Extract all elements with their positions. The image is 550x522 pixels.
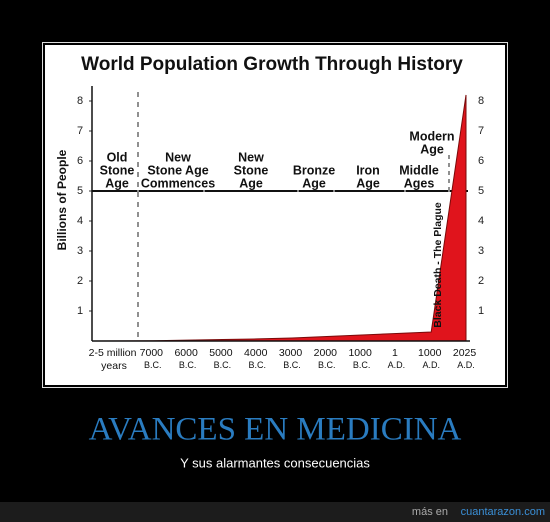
- era-label: Ages: [404, 176, 435, 190]
- y-tick-label-right: 8: [478, 95, 484, 107]
- y-tick-label-right: 4: [478, 215, 484, 227]
- x-tick-label: 2025 A.D.: [453, 347, 479, 371]
- x-tick-label: 5000 B.C.: [209, 347, 235, 371]
- y-tick-label: 2: [77, 275, 83, 287]
- x-tick-label: 6000 B.C.: [174, 347, 200, 371]
- x-tick-label: 3000 B.C.: [279, 347, 305, 371]
- y-tick-label: 1: [77, 305, 83, 317]
- footer-link[interactable]: cuantarazon.com: [461, 506, 545, 518]
- y-tick-label-right: 6: [478, 155, 484, 167]
- caption-subtitle: Y sus alarmantes consecuencias: [180, 455, 370, 470]
- era-label: New: [165, 150, 191, 164]
- y-tick-label-right: 7: [478, 125, 484, 137]
- era-label: Old: [107, 150, 128, 164]
- footer-bar: [0, 502, 550, 522]
- caption-title: AVANCES EN MEDICINA: [89, 412, 462, 448]
- y-tick-label-right: 3: [478, 245, 484, 257]
- annotation: Black Death - The Plague: [432, 202, 444, 328]
- footer-prefix: más en: [412, 506, 448, 518]
- era-label: Age: [302, 176, 326, 190]
- era-label: Stone: [234, 163, 269, 177]
- y-tick-label: 7: [77, 125, 83, 137]
- era-label: Age: [420, 142, 444, 156]
- x-tick-label: 1000 B.C.: [348, 347, 374, 371]
- era-label: Middle: [399, 163, 439, 177]
- y-tick-label: 3: [77, 245, 83, 257]
- y-tick-label: 4: [77, 215, 83, 227]
- y-tick-label-right: 1: [478, 305, 484, 317]
- y-axis-title: Billions of People: [55, 149, 69, 250]
- era-label: Stone: [100, 163, 135, 177]
- y-tick-label: 8: [77, 95, 83, 107]
- era-label: Iron: [356, 163, 380, 177]
- x-tick-label: 4000 B.C.: [244, 347, 270, 371]
- era-label: Stone Age: [147, 163, 208, 177]
- y-tick-label-right: 2: [478, 275, 484, 287]
- x-tick-label: 1 A.D.: [388, 347, 406, 371]
- x-tick-label: 2000 B.C.: [314, 347, 340, 371]
- era-label: Modern: [409, 129, 454, 143]
- era-label: New: [238, 150, 264, 164]
- era-label: Bronze: [293, 163, 335, 177]
- era-label: Commences: [141, 176, 215, 190]
- era-label: Age: [105, 176, 129, 190]
- x-tick-label: 2-5 million years: [89, 347, 140, 372]
- y-tick-label-right: 5: [478, 185, 484, 197]
- era-label: Age: [239, 176, 263, 190]
- population-area: [91, 94, 467, 342]
- frame: [42, 42, 508, 388]
- x-tick-label: 7000 B.C.: [140, 347, 166, 371]
- y-tick-label: 6: [77, 155, 83, 167]
- chart-title: World Population Growth Through History: [81, 54, 463, 75]
- era-label: Age: [356, 176, 380, 190]
- chart-background: [45, 45, 505, 385]
- x-tick-label: 1000 A.D.: [418, 347, 444, 371]
- y-tick-label: 5: [77, 185, 83, 197]
